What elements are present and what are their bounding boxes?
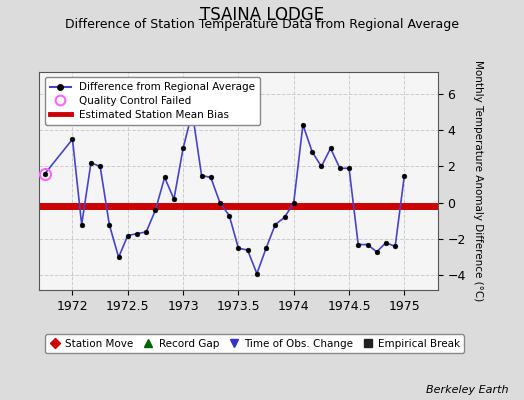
Text: TSAINA LODGE: TSAINA LODGE bbox=[200, 6, 324, 24]
Y-axis label: Monthly Temperature Anomaly Difference (°C): Monthly Temperature Anomaly Difference (… bbox=[473, 60, 483, 302]
Legend: Station Move, Record Gap, Time of Obs. Change, Empirical Break: Station Move, Record Gap, Time of Obs. C… bbox=[45, 334, 464, 353]
Text: Difference of Station Temperature Data from Regional Average: Difference of Station Temperature Data f… bbox=[65, 18, 459, 31]
Text: Berkeley Earth: Berkeley Earth bbox=[426, 385, 508, 395]
